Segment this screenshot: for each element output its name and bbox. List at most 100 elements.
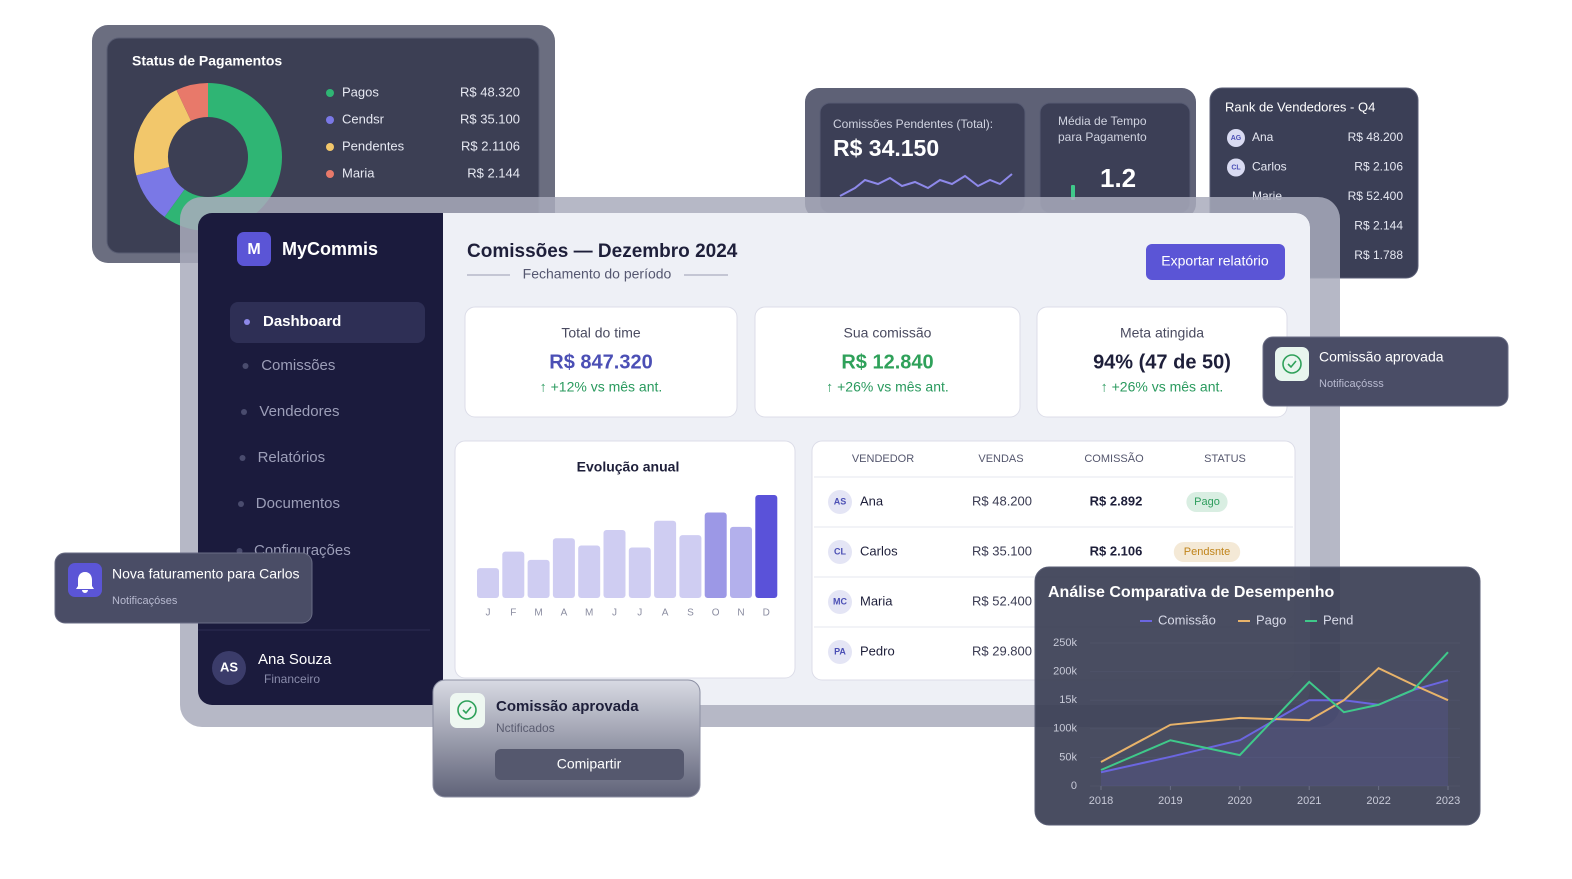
- nav-item[interactable]: Vendedores: [259, 403, 339, 420]
- legend-label: Comissão: [1158, 612, 1216, 627]
- donut-segment: [176, 83, 209, 122]
- nav-item[interactable]: Documentos: [256, 495, 340, 512]
- kpi-value: 94% (47 de 50): [1093, 351, 1231, 373]
- pending-label: Comissões Pendentes (Total):: [833, 117, 993, 131]
- export-button-label[interactable]: Exportar relatório: [1161, 253, 1269, 269]
- x-tick-label: J: [637, 608, 642, 619]
- kpi-label: Meta atingida: [1120, 325, 1204, 341]
- y-tick-label: 50k: [1059, 751, 1077, 763]
- x-tick-label: 2020: [1228, 795, 1252, 807]
- table-header: VENDAS: [978, 453, 1023, 465]
- x-tick-label: J: [486, 608, 491, 619]
- panel: [1034, 566, 1481, 826]
- nav-item[interactable]: Dashboard: [263, 313, 341, 330]
- x-tick-label: 2018: [1089, 795, 1113, 807]
- x-tick-label: A: [662, 608, 669, 619]
- nav-dot: [239, 455, 246, 461]
- bar: [603, 530, 626, 598]
- export-button[interactable]: [1146, 244, 1285, 280]
- bar: [552, 538, 575, 598]
- avatar: [828, 490, 852, 514]
- sales: R$ 29.800: [972, 643, 1032, 658]
- panel-title: Rank de Vendedores - Q4: [1225, 99, 1375, 114]
- avatar-initials: AG: [1231, 135, 1242, 142]
- seller-name: Carlos: [860, 543, 898, 558]
- x-tick-label: O: [712, 608, 720, 619]
- notification-subtitle: Nctificados: [496, 721, 555, 735]
- page-title: Comissões — Dezembro 2024: [467, 241, 738, 262]
- avg-label: Média de Tempo: [1058, 114, 1147, 128]
- notification-card: [54, 552, 313, 624]
- nav-item[interactable]: Comissões: [261, 357, 335, 374]
- table-header: COMISSÃO: [1084, 452, 1144, 465]
- kpi-label: Total do time: [561, 325, 641, 341]
- seller-name: Pedro: [860, 643, 895, 658]
- y-tick-label: 250k: [1053, 637, 1077, 649]
- bar: [477, 568, 499, 598]
- bar: [755, 495, 778, 598]
- avg-label: para Pagamento: [1058, 130, 1147, 144]
- page-subtitle: Fechamento do período: [523, 266, 672, 282]
- panel-title: Status de Pagamentos: [132, 53, 282, 69]
- y-tick-label: 100k: [1053, 723, 1077, 735]
- y-tick-label: 0: [1071, 780, 1077, 792]
- notification: Nova faturamento para Carlos Notificaçóse…: [54, 552, 313, 624]
- legend-label: Cendsr: [342, 111, 385, 126]
- nav-item[interactable]: Relatórios: [258, 449, 326, 466]
- brand-name: MyCommis: [282, 239, 378, 259]
- logo-letter: M: [247, 241, 260, 258]
- share-button[interactable]: [495, 749, 684, 780]
- x-tick-label: F: [510, 608, 516, 619]
- legend-dot: [326, 170, 334, 178]
- bar: [502, 551, 525, 598]
- notification-title: Nova faturamento para Carlos: [112, 566, 300, 582]
- kpi-change: ↑ +26% vs mês ant.: [826, 379, 949, 395]
- sales: R$ 48.200: [972, 493, 1032, 508]
- legend-amount: R$ 2.1106: [461, 138, 520, 153]
- pending-value: R$ 34.150: [833, 135, 939, 161]
- app-window: M MyCommis Dashboard Comissões Vendedores Rel…: [180, 197, 1340, 727]
- nav-dot: [241, 409, 247, 415]
- status: Pendsnte: [1184, 546, 1230, 558]
- table-header: STATUS: [1204, 453, 1246, 465]
- commission: R$ 2.892: [1090, 493, 1143, 508]
- bar: [628, 547, 651, 598]
- rank-amount: R$ 52.400: [1348, 189, 1404, 203]
- legend-amount: R$ 2.144: [467, 165, 520, 180]
- logo-box: [237, 232, 271, 266]
- notification: Comissão aprovada Nctificados Comipartir: [432, 679, 701, 798]
- share-button-label[interactable]: Comipartir: [557, 756, 622, 772]
- seller-name: Ana: [860, 493, 884, 508]
- avatar-initials: AS: [834, 496, 847, 506]
- notification-title: Comissão aprovada: [496, 698, 639, 715]
- avatar-initials: CL: [1231, 164, 1241, 171]
- kpi-value: R$ 12.840: [841, 351, 933, 373]
- kpi-card: [754, 306, 1021, 418]
- seller-name: Maria: [860, 593, 893, 608]
- check-icon: [457, 700, 477, 720]
- check-icon: [1282, 354, 1302, 374]
- nav-dot: [244, 319, 250, 325]
- user-avatar: [212, 651, 246, 685]
- sparkline: [839, 173, 1013, 197]
- x-tick-label: N: [737, 608, 744, 619]
- notification-card: [1262, 336, 1509, 407]
- kpi-label: Sua comissão: [844, 325, 932, 341]
- check-icon: [1287, 360, 1297, 369]
- notification-subtitle: Notificaçósss: [1319, 378, 1384, 390]
- x-tick-label: 2021: [1297, 795, 1321, 807]
- kpi-change: ↑ +12% vs mês ant.: [540, 379, 663, 395]
- check-icon-box: [1275, 347, 1309, 381]
- rank-name: Ana: [1252, 130, 1274, 144]
- avatar-initials: PA: [834, 646, 846, 656]
- kpi-change: ↑ +26% vs mês ant.: [1101, 379, 1224, 395]
- legend-amount: R$ 35.100: [460, 111, 520, 126]
- legend-dot: [326, 116, 334, 124]
- bar: [578, 545, 601, 598]
- y-tick-label: 15k: [1059, 694, 1077, 706]
- legend-label: Pago: [1256, 612, 1286, 627]
- bar: [679, 535, 702, 598]
- user-role: Financeiro: [264, 672, 320, 686]
- avatar: [1227, 158, 1245, 177]
